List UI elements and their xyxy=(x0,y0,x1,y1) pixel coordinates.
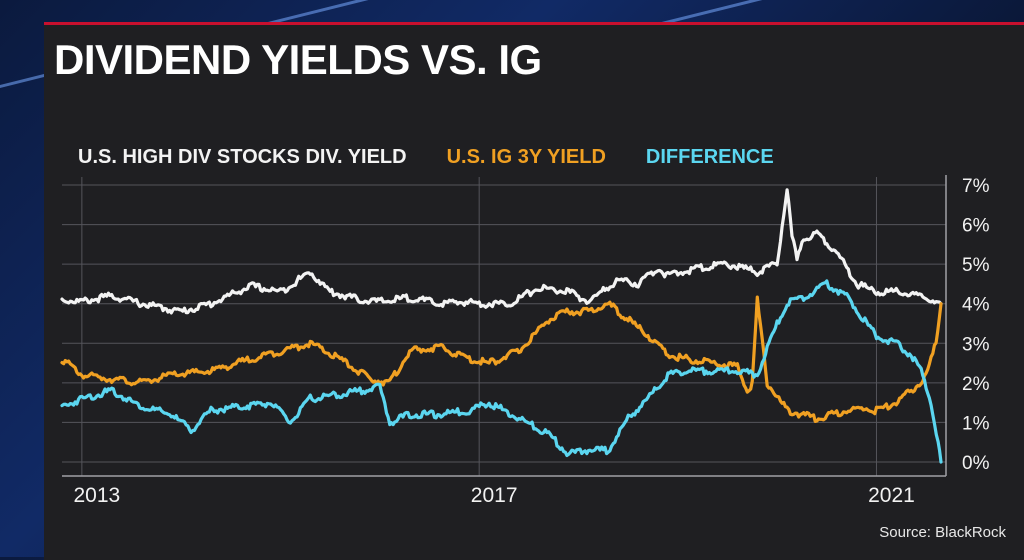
legend-item-difference: DIFFERENCE xyxy=(645,146,774,168)
y-tick-label: 2% xyxy=(962,374,990,395)
y-tick-label: 1% xyxy=(962,413,990,434)
series-line-u-s-ig-3y-yield xyxy=(60,295,943,423)
source-note: Source: BlackRock xyxy=(879,524,1006,541)
y-tick-label: 5% xyxy=(962,255,990,276)
y-tick-label: 4% xyxy=(962,295,990,316)
y-tick-label: 3% xyxy=(962,334,990,355)
x-tick-label: 2017 xyxy=(471,484,518,507)
legend: U.S. HIGH DIV STOCKS DIV. YIELD U.S. IG … xyxy=(78,146,774,169)
legend-item-ig-3y-yield: U.S. IG 3Y YIELD xyxy=(446,146,606,168)
series-line-u-s-high-div-stocks-div-yield xyxy=(60,188,943,315)
chart-title: DIVIDEND YIELDS VS. IG xyxy=(54,36,542,83)
y-tick-label: 0% xyxy=(962,453,990,474)
y-tick-label: 6% xyxy=(962,216,990,237)
series-line-difference xyxy=(60,279,943,464)
legend-item-high-div-yield: U.S. HIGH DIV STOCKS DIV. YIELD xyxy=(78,146,407,168)
y-tick-label: 7% xyxy=(962,176,990,197)
x-tick-label: 2021 xyxy=(868,484,915,507)
x-tick-label: 2013 xyxy=(74,484,121,507)
